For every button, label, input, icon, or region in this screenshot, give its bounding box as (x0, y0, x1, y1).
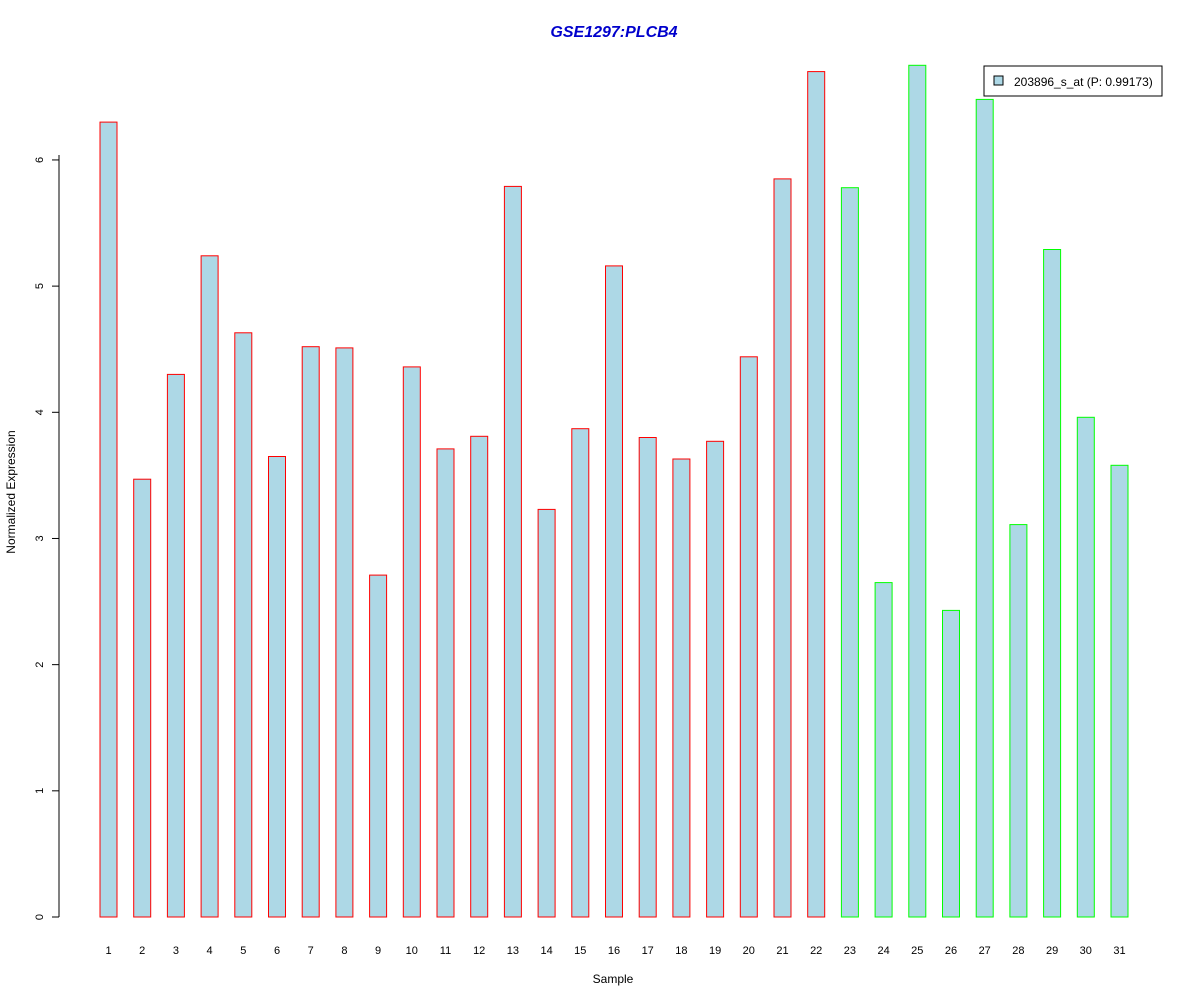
legend-box (983, 65, 1163, 97)
bar (942, 609, 960, 918)
x-tick-label: 21 (776, 945, 788, 957)
x-tick-label: 2 (139, 945, 145, 957)
y-tick-label: 1 (34, 788, 46, 794)
x-tick-label: 17 (642, 945, 654, 957)
bar (571, 428, 590, 918)
x-tick-label: 8 (341, 945, 347, 957)
x-tick-label: 7 (308, 945, 314, 957)
bar (99, 121, 118, 918)
bar (739, 356, 758, 918)
bar (773, 178, 792, 918)
x-tick-label: 5 (240, 945, 246, 957)
x-tick-label: 19 (709, 945, 721, 957)
y-tick-label: 2 (34, 662, 46, 668)
bar (807, 71, 826, 918)
x-tick-label: 6 (274, 945, 280, 957)
bar (301, 346, 320, 918)
bar (166, 373, 185, 918)
x-axis-tick-labels: 1 2 3 4 5 6 7 8 9 10 11 12 13 14 15 16 17 18 19 20 21 22 23 24 2… (105, 945, 1125, 957)
bar (402, 366, 421, 918)
legend-label: 203896_s_at (P: 0.99173) (1014, 75, 1153, 89)
y-tick-label: 4 (34, 409, 46, 415)
x-tick-label: 14 (540, 945, 552, 957)
bar (369, 574, 388, 918)
bar (1076, 416, 1095, 918)
x-tick-label: 26 (945, 945, 957, 957)
bar (908, 64, 927, 918)
x-tick-label: 25 (911, 945, 923, 957)
bar (1043, 249, 1062, 918)
bar (200, 255, 219, 918)
x-tick-label: 1 (105, 945, 111, 957)
x-tick-label: 12 (473, 945, 485, 957)
legend-swatch (993, 75, 1004, 86)
x-tick-label: 15 (574, 945, 586, 957)
x-tick-label: 3 (173, 945, 179, 957)
y-axis-label: Normalized Expression (4, 430, 18, 553)
x-tick-label: 30 (1080, 945, 1092, 957)
x-tick-label: 13 (507, 945, 519, 957)
x-tick-label: 10 (406, 945, 418, 957)
x-tick-label: 9 (375, 945, 381, 957)
x-axis-label: Sample (593, 972, 634, 986)
bar (1110, 464, 1129, 918)
x-tick-label: 29 (1046, 945, 1058, 957)
bar (706, 440, 725, 918)
x-tick-label: 28 (1012, 945, 1024, 957)
x-tick-label: 31 (1113, 945, 1125, 957)
bar (234, 332, 253, 918)
bar (975, 98, 994, 918)
x-tick-label: 27 (979, 945, 991, 957)
x-tick-label: 11 (440, 945, 451, 957)
bar (605, 265, 623, 918)
y-tick-label: 0 (34, 914, 46, 920)
bar (470, 435, 489, 918)
x-tick-label: 4 (207, 945, 213, 957)
bars (99, 64, 1129, 918)
bar (1009, 524, 1028, 918)
bar (436, 448, 455, 918)
y-tick-label: 6 (34, 157, 46, 163)
x-tick-label: 24 (877, 945, 889, 957)
y-axis-ticks: 0 1 2 3 4 5 6 (34, 157, 59, 920)
bar (268, 456, 286, 918)
bar (840, 187, 859, 918)
bar (503, 185, 522, 918)
bar (133, 478, 152, 918)
chart-title: GSE1297:PLCB4 (550, 24, 677, 41)
bar (335, 347, 354, 918)
bar (537, 508, 556, 918)
legend: 203896_s_at (P: 0.99173) (983, 65, 1163, 97)
y-tick-label: 3 (34, 535, 46, 541)
bar (638, 437, 657, 918)
bar (672, 458, 691, 918)
x-tick-label: 20 (743, 945, 755, 957)
bar (874, 582, 893, 918)
x-tick-label: 23 (844, 945, 856, 957)
x-tick-label: 16 (608, 945, 620, 957)
x-tick-label: 18 (675, 945, 687, 957)
x-tick-label: 22 (810, 945, 822, 957)
y-tick-label: 5 (34, 283, 46, 289)
